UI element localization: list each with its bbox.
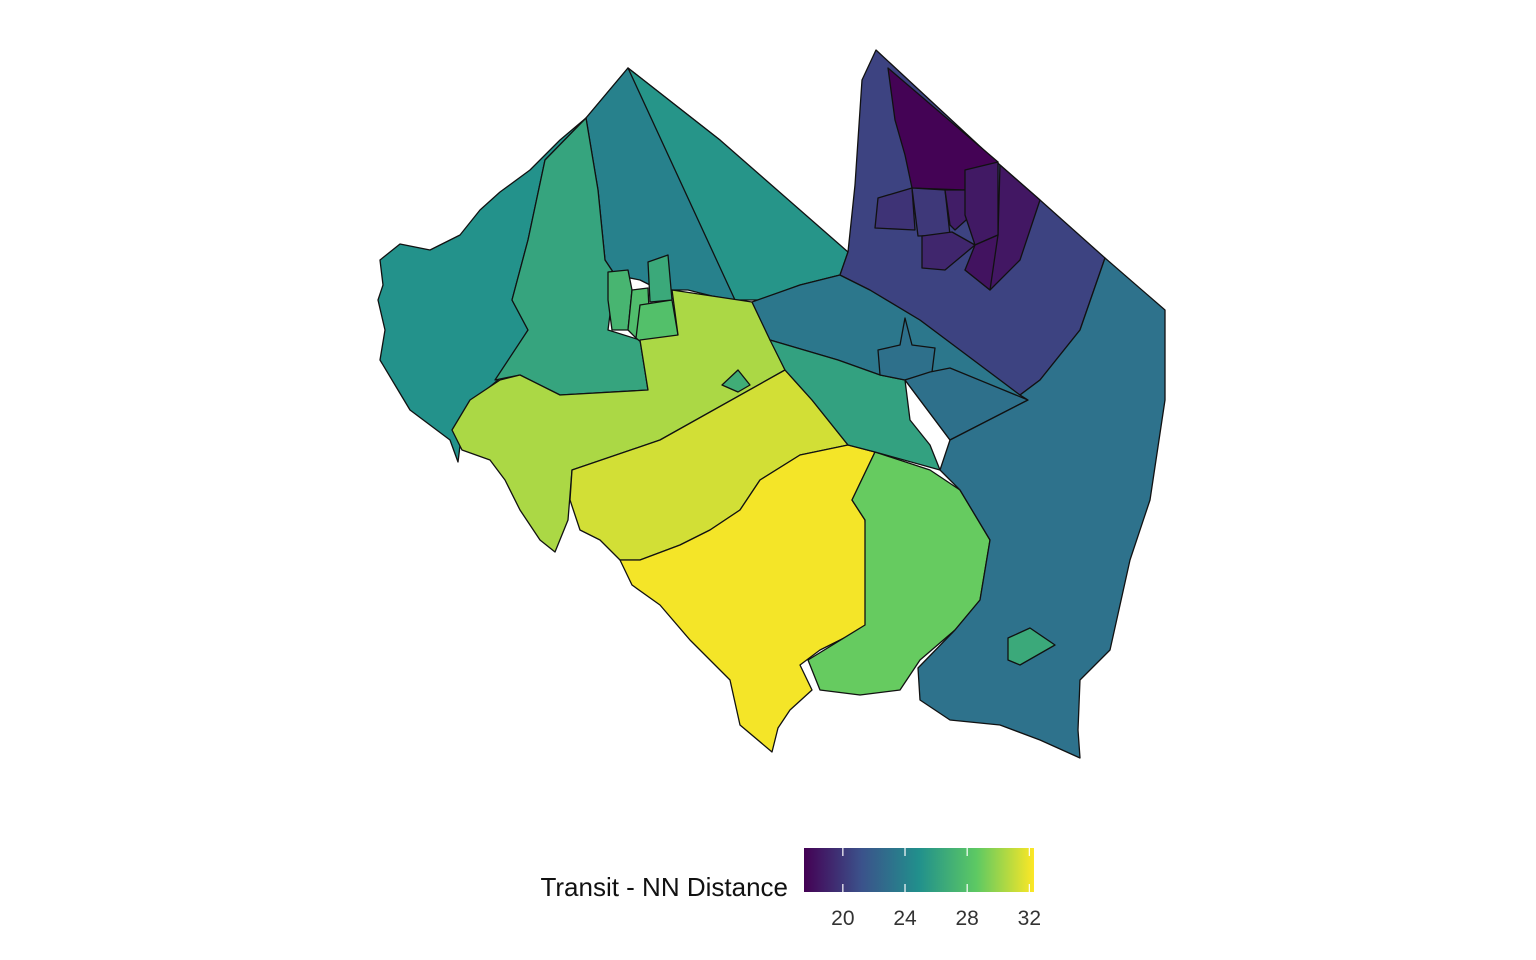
legend-title: Transit - NN Distance	[540, 872, 788, 902]
legend-tick-label: 28	[955, 907, 978, 930]
region-city-west-2	[911, 187, 951, 237]
regions-layer	[377, 49, 1166, 759]
legend-tick-label: 20	[831, 907, 854, 930]
legend: 20 24 28 32	[804, 848, 1041, 930]
region-city-south	[964, 234, 999, 291]
region-east-enclave	[1007, 627, 1056, 666]
region-small-enclave	[721, 369, 751, 393]
region-middle-green	[769, 339, 941, 471]
region-east-large	[917, 257, 1166, 759]
legend-tick-label: 32	[1018, 907, 1041, 930]
region-middle-town	[877, 317, 936, 381]
legend-colorbar	[804, 848, 1034, 892]
region-east-small	[904, 367, 1029, 441]
region-city-mid-2	[921, 231, 976, 271]
legend-tick-label: 24	[893, 907, 917, 930]
region-city-west-1	[874, 187, 916, 231]
region-center-town-d	[647, 254, 673, 303]
